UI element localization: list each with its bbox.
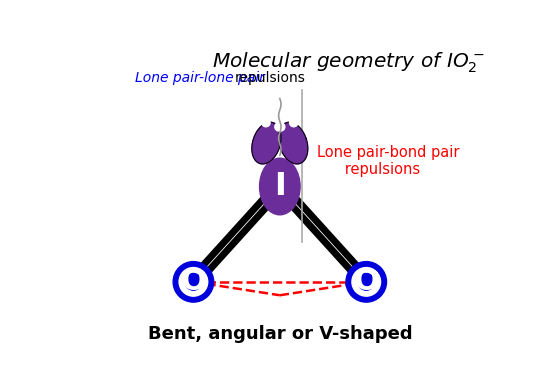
Circle shape — [346, 262, 387, 302]
Polygon shape — [278, 122, 308, 164]
Circle shape — [352, 267, 381, 296]
Text: O: O — [181, 267, 206, 296]
Circle shape — [262, 118, 270, 127]
Text: Lone pair-lone pair: Lone pair-lone pair — [135, 71, 270, 85]
Text: O: O — [353, 267, 379, 296]
Text: Bent, angular or V-shaped: Bent, angular or V-shaped — [147, 325, 412, 343]
Text: Lone pair-bond pair
      repulsions: Lone pair-bond pair repulsions — [317, 145, 460, 177]
Circle shape — [276, 123, 285, 131]
Circle shape — [185, 274, 202, 290]
Polygon shape — [252, 122, 281, 164]
Circle shape — [289, 118, 298, 127]
Circle shape — [179, 267, 207, 296]
Text: I: I — [274, 171, 286, 202]
Circle shape — [358, 274, 375, 290]
Text: repulsions: repulsions — [235, 71, 306, 85]
Ellipse shape — [259, 158, 300, 215]
Circle shape — [173, 262, 213, 302]
Circle shape — [275, 123, 283, 131]
Text: $\mathbf{\mathit{Molecular\ geometry\ of\ IO_2^-}}$: $\mathbf{\mathit{Molecular\ geometry\ of… — [212, 51, 484, 75]
